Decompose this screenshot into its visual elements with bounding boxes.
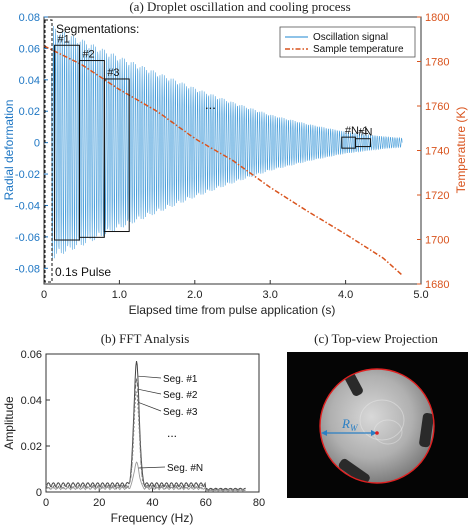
y-tick-label: -0.08 <box>15 263 40 275</box>
y-tick-label: 0 <box>36 487 42 499</box>
y-tick-label: -0.04 <box>15 200 40 212</box>
fft-series <box>45 461 246 492</box>
panel-b-title: (b) FFT Analysis <box>101 331 190 346</box>
fft-series <box>45 361 246 491</box>
panel-b: (b) FFT Analysis 0 20 40 60 8000.020.040.06 … <box>2 331 265 525</box>
panel-a-x-axis-label: Elapsed time from pulse application (s) <box>129 303 336 317</box>
x-tick-label: 0 <box>41 289 47 301</box>
y2-tick-label: 1680 <box>425 279 449 291</box>
y-tick-label: 0.04 <box>21 395 42 407</box>
y2-tick-label: 1800 <box>425 12 449 24</box>
x-tick-label: 60 <box>200 497 212 509</box>
y2-tick-label: 1720 <box>425 190 449 202</box>
panel-a-ticks: 0 1.0 2.0 3.0 4.0 5.0 0.08 0.06 0.04 0.02 0 -0.02 -0… <box>15 12 450 301</box>
y2-tick-label: 1760 <box>425 101 449 113</box>
pulse-label: 0.1s Pulse <box>55 265 111 279</box>
panel-b-y-axis-label: Amplitude <box>2 396 16 450</box>
fft-series <box>45 377 246 492</box>
panel-b-x-axis-label: Frequency (Hz) <box>111 511 194 525</box>
segment-window <box>354 138 371 148</box>
panel-a-y2-axis-label: Temperature (K) <box>454 107 468 194</box>
segment-label: #N-1 <box>345 125 369 137</box>
panel-b-plot-frame <box>45 353 260 493</box>
x-tick-label: 0 <box>43 497 49 509</box>
fft-label-leader <box>138 402 162 412</box>
radius-subscript: W <box>350 423 359 433</box>
y-tick-label: 0 <box>34 138 40 150</box>
svg-text:RW: RW <box>341 416 359 433</box>
fft-label-leader <box>138 466 166 469</box>
panel-c-title: (c) Top-view Projection <box>314 331 438 346</box>
fft-series-label: Seg. #1 <box>163 374 198 385</box>
temperature-path <box>43 45 403 276</box>
fft-series-labels: Seg. #1 Seg. #2 Seg. #3 Seg. #N <box>138 374 203 474</box>
panel-a-legend: Oscillation signal Sample temperature <box>279 26 416 58</box>
y2-tick-label: 1780 <box>425 57 449 69</box>
x-tick-label: 5.0 <box>413 289 428 301</box>
y-tick-label: 0.06 <box>21 349 42 361</box>
segmentations-label: Segmentations: <box>56 22 139 36</box>
x-tick-label: 80 <box>253 497 265 509</box>
radius-arrow-head-right <box>371 430 377 436</box>
segment-windows: #1 #2 #3 #N-1#N <box>54 33 373 241</box>
segment-label: #1 <box>58 33 70 45</box>
segment-label: #2 <box>82 49 94 61</box>
temperature-line <box>43 45 403 276</box>
y-tick-label: -0.06 <box>15 232 40 244</box>
y-tick-label: -0.02 <box>15 169 40 181</box>
legend-box <box>279 26 416 58</box>
pulse-window <box>44 19 53 283</box>
y-tick-label: 0.04 <box>19 75 40 87</box>
y-tick-label: 0.02 <box>19 106 40 118</box>
fft-series <box>45 391 246 492</box>
segments-ellipsis: ... <box>205 97 216 112</box>
segment-window <box>103 78 130 233</box>
y-tick-label: 0.02 <box>21 441 42 453</box>
fft-series-lines <box>45 361 246 492</box>
panel-a-title: (a) Droplet oscillation and cooling proc… <box>129 0 350 14</box>
segment-label: #3 <box>107 67 119 79</box>
y-tick-label: 0.08 <box>19 12 40 24</box>
legend-temperature-label: Sample temperature <box>313 44 404 55</box>
oscillation-signal-line <box>51 26 403 260</box>
x-tick-label: 40 <box>146 497 158 509</box>
radius-label: R <box>341 416 350 431</box>
y2-tick-label: 1740 <box>425 146 449 158</box>
fft-series-label: Seg. #2 <box>163 390 198 401</box>
droplet-projection-image: RW <box>319 368 435 484</box>
segment-label: #N <box>358 127 372 139</box>
x-tick-label: 3.0 <box>263 289 278 301</box>
x-tick-label: 1.0 <box>112 289 127 301</box>
panel-a: (a) Droplet oscillation and cooling proc… <box>2 0 468 317</box>
electrode-shadow <box>338 458 370 483</box>
x-tick-label: 2.0 <box>187 289 202 301</box>
panel-c: (c) Top-view Projection R <box>287 331 468 498</box>
y2-tick-label: 1700 <box>425 235 449 247</box>
fft-series-label: Seg. #3 <box>163 407 198 418</box>
electrode-shadow <box>419 412 434 448</box>
y-tick-label: 0.06 <box>19 43 40 55</box>
oscillation-path <box>51 26 403 260</box>
fft-series-label: Seg. #N <box>167 463 203 474</box>
fft-label-leader <box>138 388 162 395</box>
legend-oscillation-label: Oscillation signal <box>313 32 388 43</box>
panel-a-y-axis-label: Radial deformation <box>2 100 16 201</box>
panel-b-ticks: 0 20 40 60 80 0 0.02 0.04 0.06 <box>21 349 266 509</box>
x-tick-label: 4.0 <box>338 289 353 301</box>
x-tick-label: 20 <box>93 497 105 509</box>
droplet-outline <box>319 368 435 484</box>
fft-ellipsis: ... <box>167 426 177 440</box>
fft-label-leader <box>138 375 162 379</box>
radius-arrow-head-left <box>321 430 327 436</box>
droplet-center-marker <box>375 431 379 435</box>
